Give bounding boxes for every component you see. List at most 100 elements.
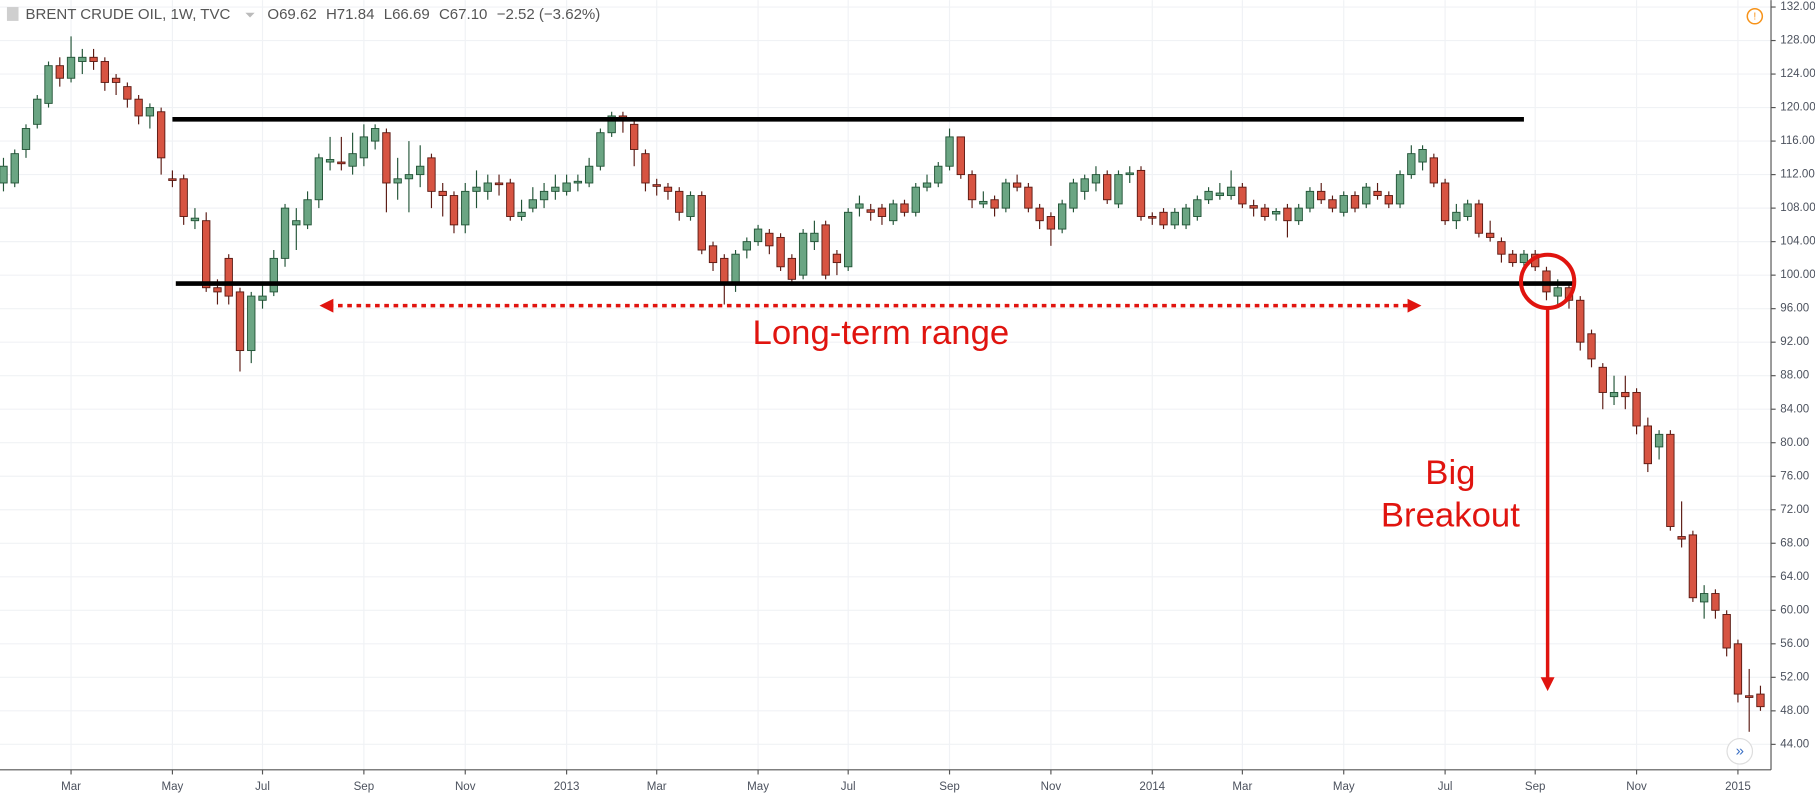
candle-body (1238, 186, 1247, 205)
candle-body (844, 211, 853, 268)
candle-body (855, 203, 864, 209)
candle-body (427, 157, 436, 192)
candle-body (900, 203, 909, 213)
candle-body (675, 190, 684, 213)
candle-body (1373, 190, 1382, 197)
candle-body (1688, 534, 1698, 599)
y-tick-label: 100.00 (1780, 269, 1815, 281)
candle-body (1035, 207, 1044, 222)
candle-body (359, 136, 369, 159)
candle-body (776, 236, 785, 268)
y-tick-label: 60.00 (1780, 604, 1809, 616)
x-tick-label: 2014 (1139, 781, 1165, 793)
y-tick-label: 104.00 (1780, 236, 1815, 248)
candle-body (1260, 207, 1270, 217)
candle-body (280, 207, 290, 259)
y-tick-label: 132.00 (1780, 1, 1815, 13)
candle-body (1609, 391, 1619, 398)
x-tick-label: Jul (841, 781, 856, 793)
candle-body (337, 161, 346, 165)
candle-body (1362, 186, 1371, 205)
alert-icon[interactable] (1746, 8, 1764, 25)
candle-body (922, 182, 932, 188)
range-arrow-head-left (319, 298, 334, 313)
candle-body (584, 165, 594, 184)
candle-body (1193, 199, 1202, 217)
candle-body (1080, 178, 1089, 192)
overlay (172, 116, 1575, 286)
candle-body (10, 153, 19, 184)
candle-body (1317, 190, 1326, 201)
candle-body (1091, 174, 1101, 184)
candle-body (269, 257, 278, 293)
candle-body (1598, 366, 1607, 393)
candle-body (145, 107, 155, 117)
y-tick-label: 84.00 (1780, 403, 1809, 415)
symbol-dropdown[interactable] (245, 12, 255, 18)
candle-body (1508, 253, 1517, 264)
candle-body (990, 199, 999, 209)
x-tick-label: Nov (1041, 781, 1062, 793)
candle-body (1576, 299, 1585, 343)
y-tick-label: 44.00 (1780, 738, 1809, 750)
candle-body (1756, 693, 1765, 708)
candles (0, 36, 1765, 732)
y-tick-label: 64.00 (1780, 571, 1809, 583)
candle-body (224, 257, 233, 297)
candle-body (528, 199, 537, 209)
y-tick-label: 56.00 (1780, 638, 1809, 650)
candle-body (810, 232, 819, 243)
candle-body (967, 174, 977, 201)
candle-body (798, 232, 808, 276)
ohlc-legend: O69.62 H71.84 L66.69 C67.10 −2.52 (−3.62%) (267, 6, 600, 23)
candle-body (1485, 232, 1495, 238)
range-arrow-head-right (1407, 298, 1422, 313)
alert-icon-mark: ! (1753, 12, 1756, 23)
candle-body (190, 217, 200, 222)
candle-body (1429, 157, 1439, 184)
candle-body (202, 220, 211, 289)
candle-body (1587, 333, 1596, 360)
candle-body (292, 220, 301, 226)
y-tick-label: 72.00 (1780, 504, 1809, 516)
candle-body (573, 180, 583, 184)
candle-body (66, 56, 76, 79)
candle-body (1621, 391, 1630, 398)
candle-body (100, 61, 110, 83)
candle-body (1046, 216, 1056, 230)
y-tick-label: 120.00 (1780, 102, 1815, 114)
breakout-label: Breakout (1381, 497, 1520, 535)
x-tick-label: May (161, 781, 183, 793)
candle-body (44, 65, 53, 104)
candle-body (956, 136, 965, 176)
candle-body (697, 195, 706, 251)
ohlc-value: C67.10 (439, 6, 487, 23)
candle-body (472, 186, 481, 192)
candle-body (607, 115, 616, 134)
candle-body (235, 291, 245, 352)
breakout-arrow-head (1540, 677, 1555, 692)
candle-body (461, 190, 470, 226)
candle-body (1136, 169, 1146, 217)
candle-body (630, 123, 639, 150)
candle-body (1170, 211, 1179, 226)
candle-body (1474, 203, 1484, 234)
candle-body (1722, 614, 1731, 649)
scroll-button[interactable] (1726, 737, 1754, 765)
candle-body (404, 174, 414, 180)
grid (0, 0, 1772, 770)
candle-body (1440, 182, 1450, 222)
scroll-button-icon[interactable]: » (1736, 742, 1744, 759)
candle-body (1215, 192, 1225, 197)
candle-body (168, 178, 177, 181)
candle-body (1677, 536, 1686, 540)
candle-body (934, 165, 943, 184)
candle-body (1463, 203, 1472, 217)
x-tick-label: Jul (1438, 781, 1453, 793)
candle-body (1452, 211, 1461, 222)
x-tick-label: Sep (939, 781, 960, 793)
candle-body (1745, 695, 1754, 698)
candle-body (1418, 149, 1427, 163)
candle-body (1384, 195, 1393, 205)
